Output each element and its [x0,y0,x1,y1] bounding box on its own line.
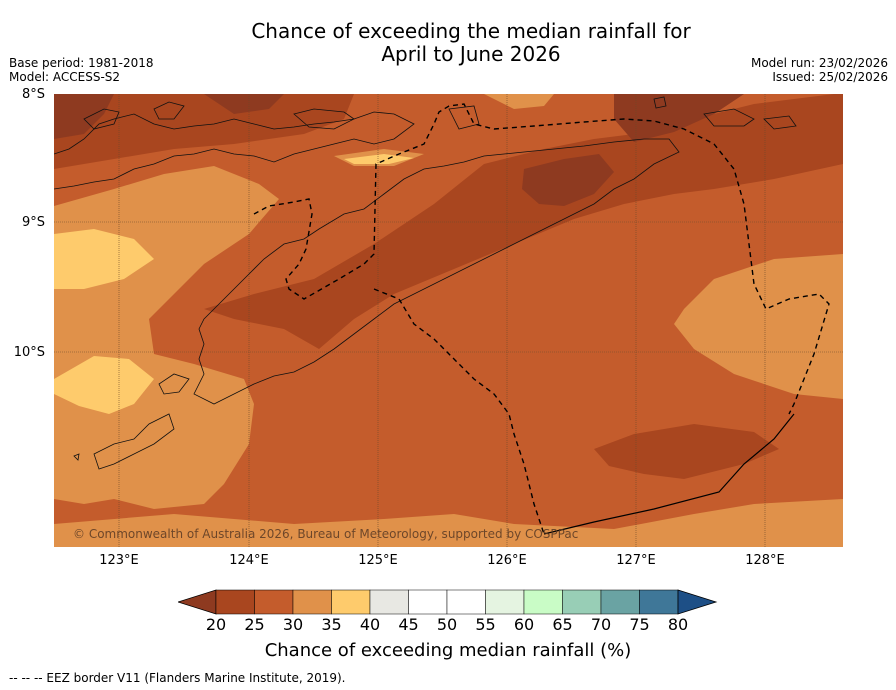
eez-border-solid [543,413,795,535]
model-info: Base period: 1981-2018 Model: ACCESS-S2 [9,56,154,84]
colorbar-segment [292,589,332,615]
colorbar-segment [215,589,255,615]
copyright-notice: © Commonwealth of Australia 2026, Bureau… [73,527,578,541]
lat-label-10s: 10°S [13,345,45,360]
zone-40-45 [54,229,154,289]
lon-label-128e: 128°E [745,553,785,568]
colorbar-tick-label: 65 [552,615,573,634]
colorbar-tick-label: 50 [436,615,458,634]
zone-25-30 [54,94,354,169]
colorbar-tick-label: 70 [590,615,612,634]
lat-label-9s: 9°S [21,215,45,230]
zone-20-25 [522,154,614,206]
colorbar-segment [485,589,525,615]
lon-label-126e: 126°E [487,553,527,568]
colorbar-tick-label: 40 [359,615,381,634]
colorbar-extend-low [178,589,217,615]
map-title: Chance of exceeding the median rainfall … [0,20,896,66]
zone-40-45 [344,154,414,164]
coastlines [54,96,797,470]
colorbar-segment [369,589,409,615]
zone-25-30 [204,94,843,349]
title-line-1: Chance of exceeding the median rainfall … [251,19,691,43]
zone-25-30 [594,424,779,479]
graticule [54,94,843,547]
coastline-timor [193,138,680,405]
colorbar-tick-label: 25 [244,615,265,634]
colorbar-tick-label: 30 [282,615,304,634]
colorbar-tick-label: 35 [321,615,342,634]
zone-35-40 [54,499,843,547]
colorbar-label: Chance of exceeding median rainfall (%) [264,640,632,661]
run-info: Model run: 23/02/2026 Issued: 25/02/2026 [751,56,888,84]
colorbar-tick-label: 80 [667,615,689,634]
lon-label-124e: 124°E [229,553,269,568]
colorbar-segment [562,589,602,615]
colorbar-segment [254,589,294,615]
zone-20-25 [204,94,284,114]
colorbar-tick-label: 20 [205,615,227,634]
zone-20-25 [614,94,744,142]
zone-20-25 [54,94,114,139]
issued-date: Issued: 25/02/2026 [772,70,888,84]
colorbar-segment [600,589,640,615]
coastline-islet [763,115,797,130]
model-run-date: Model run: 23/02/2026 [750,56,888,70]
coastline-islet [73,453,80,461]
colorbar-segment [408,589,448,615]
colorbar-tick-label: 60 [513,615,535,634]
zone-35-40 [674,254,843,399]
colorbar-segment [331,589,371,615]
colorbar-tick-label: 75 [629,615,650,634]
rainfall-map: © Commonwealth of Australia 2026, Bureau… [54,94,843,547]
eez-border [253,103,830,415]
colorbar-segment [523,589,563,615]
coastline-flores [54,111,415,190]
coastline-islet [153,101,185,120]
coastline-sawu [93,413,175,470]
colorbar [178,589,718,615]
model-name: Model: ACCESS-S2 [9,70,121,84]
coastline-islet [448,105,480,130]
colorbar-tick-label: 55 [475,615,496,634]
coastline-islet [653,96,667,109]
colorbar-tick-label: 45 [398,615,419,634]
coastline-islet [293,108,355,130]
lon-label-123e: 123°E [99,553,139,568]
coastline-islet [83,108,120,130]
colorbar-segment [446,589,486,615]
zone-40-45 [54,356,154,414]
coastline-islet [703,108,755,127]
title-line-2: April to June 2026 [381,42,561,66]
colorbar-extend-high [677,589,718,615]
coastline-rote [158,373,190,395]
base-period: Base period: 1981-2018 [9,56,154,70]
eez-footnote: -- -- -- EEZ border V11 (Flanders Marine… [9,671,346,685]
zone-35-40 [484,94,554,109]
eez-border [373,288,545,535]
lat-label-8s: 8°S [21,87,45,102]
colorbar-segment [639,589,679,615]
lon-label-125e: 125°E [358,553,398,568]
lon-label-127e: 127°E [616,553,656,568]
